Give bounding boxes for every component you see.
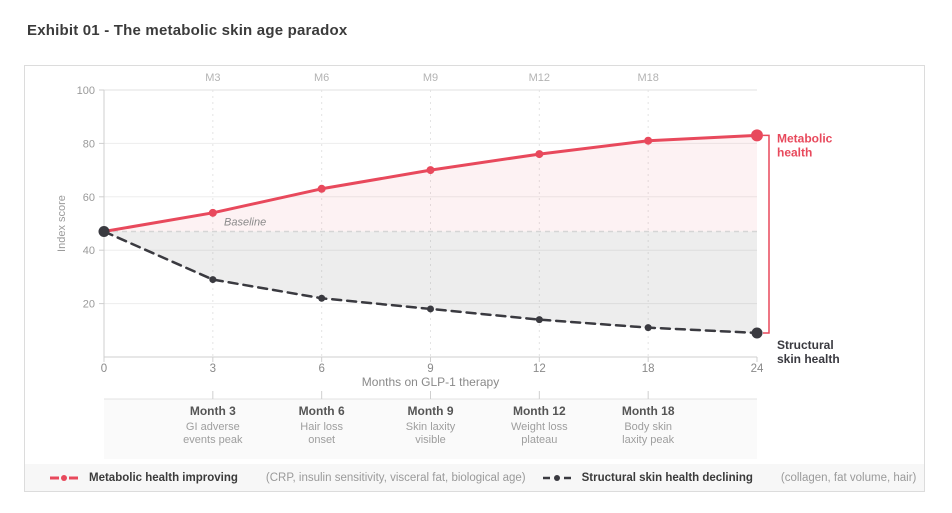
shared-start-point[interactable]: [98, 226, 110, 238]
page-title: Exhibit 01 - The metabolic skin age para…: [27, 22, 348, 39]
legend-item-metabolic[interactable]: Metabolic health improving (CRP, insulin…: [49, 472, 526, 484]
metabolic-area: [104, 135, 757, 232]
x-tick-label: 24: [751, 363, 764, 375]
annotation-title: Month 12: [513, 404, 566, 418]
annotation-text: events peak: [183, 434, 243, 446]
top-axis-label: M12: [529, 72, 550, 84]
chart-canvas: Baseline 0 3 6 9 12 18 24 20 40 60 80 100 M3 M6 M9 M12 M1…: [56, 72, 840, 459]
x-tick-label: 12: [533, 363, 546, 375]
annotation-text: visible: [415, 434, 446, 446]
y-tick-label: 40: [83, 245, 95, 257]
annotation-title: Month 6: [299, 404, 345, 418]
metabolic-end-label: health: [777, 145, 812, 159]
metabolic-end-label: Metabolic: [777, 131, 833, 145]
top-axis-label: M18: [637, 72, 658, 84]
annotation-text: plateau: [521, 434, 557, 446]
structural-end-label: skin health: [777, 352, 840, 366]
structural-end-label: Structural: [777, 338, 834, 352]
top-axis-label: M3: [205, 72, 220, 84]
gap-bracket: [763, 134, 770, 334]
annotation-text: Skin laxity: [406, 421, 456, 433]
y-axis-title: Index score: [56, 195, 68, 252]
structural-point[interactable]: [209, 276, 217, 284]
y-tick-label: 80: [83, 138, 95, 150]
annotation-text: onset: [308, 434, 335, 446]
chart-card: Baseline 0 3 6 9 12 18 24 20 40 60 80 100 M3 M6 M9 M12 M1…: [24, 65, 925, 492]
annotation-title: Month 18: [622, 404, 675, 418]
x-tick-label: 0: [101, 363, 107, 375]
metabolic-point[interactable]: [644, 136, 653, 145]
structural-point[interactable]: [644, 324, 652, 332]
top-axis-label: M9: [423, 72, 438, 84]
metabolic-point[interactable]: [208, 208, 217, 217]
annotation-strip: [104, 399, 757, 459]
legend-label-structural: Structural skin health declining: [581, 471, 753, 484]
x-axis-title: Months on GLP-1 therapy: [362, 375, 499, 389]
x-tick-label: 6: [318, 363, 324, 375]
baseline-label: Baseline: [224, 217, 266, 229]
structural-area: [104, 231, 757, 333]
x-tick-label: 18: [642, 363, 655, 375]
structural-point[interactable]: [751, 327, 763, 339]
annotation-text: Hair loss: [300, 421, 343, 433]
structural-point[interactable]: [535, 316, 543, 324]
top-axis-label: M6: [314, 72, 329, 84]
annotation-text: Body skin: [624, 421, 672, 433]
annotation-title: Month 9: [408, 404, 454, 418]
annotation-text: Weight loss: [511, 421, 568, 433]
legend-bar: Metabolic health improving (CRP, insulin…: [25, 464, 924, 491]
metabolic-line-icon: [49, 474, 79, 482]
y-tick-label: 60: [83, 192, 95, 204]
legend-label-metabolic: Metabolic health improving: [89, 471, 238, 484]
legend-detail-structural: (collagen, fat volume, hair): [780, 471, 917, 484]
legend-item-structural[interactable]: Structural skin health declining (collag…: [542, 471, 917, 484]
y-tick-label: 100: [77, 85, 95, 97]
structural-point[interactable]: [318, 294, 326, 302]
metabolic-point[interactable]: [751, 129, 763, 142]
structural-point[interactable]: [427, 305, 434, 313]
x-tick-label: 9: [427, 363, 433, 375]
legend-detail-metabolic: (CRP, insulin sensitivity, visceral fat,…: [265, 471, 526, 484]
annotation-text: GI adverse: [186, 421, 240, 433]
annotation-title: Month 3: [190, 404, 236, 418]
metabolic-point[interactable]: [426, 166, 435, 175]
structural-line-icon: [542, 474, 572, 482]
metabolic-point[interactable]: [535, 150, 544, 159]
metabolic-point[interactable]: [317, 184, 326, 193]
x-tick-label: 3: [210, 363, 216, 375]
y-tick-label: 20: [83, 299, 95, 311]
annotation-text: laxity peak: [622, 434, 674, 446]
